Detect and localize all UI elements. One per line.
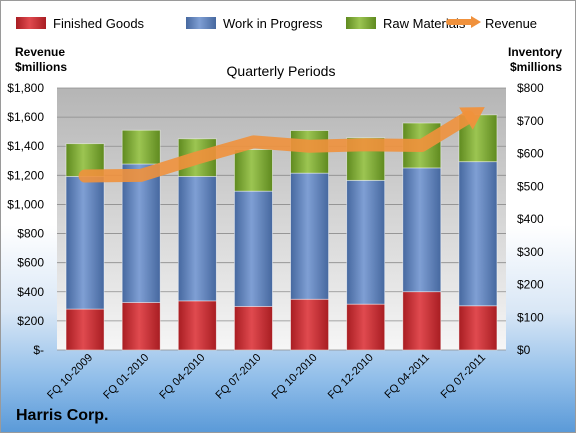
x-tick-label: FQ 10-2009 xyxy=(45,352,95,402)
x-tick-label: FQ 10-2010 xyxy=(270,352,320,402)
right-axis-title-line2: $millions xyxy=(510,60,562,74)
right-axis-tick-label: $300 xyxy=(517,245,544,259)
bar-work-in-progress xyxy=(290,172,329,300)
revenue-line xyxy=(78,110,476,183)
left-axis-tick-label: $1,200 xyxy=(7,168,44,182)
left-axis-tick-label: $800 xyxy=(17,227,44,241)
legend-label-raw-materials: Raw Materials xyxy=(383,16,466,31)
x-tick-label: FQ 04-2011 xyxy=(383,352,432,401)
left-axis-tick-label: $1,800 xyxy=(7,81,44,95)
legend-swatch-work-in-progress xyxy=(186,17,216,29)
company-name: Harris Corp. xyxy=(16,407,108,424)
bar-finished-goods xyxy=(234,306,273,351)
bar-finished-goods xyxy=(402,291,442,351)
legend-label-finished-goods: Finished Goods xyxy=(53,16,145,31)
category-axis-labels: FQ 10-2009 FQ 01-2010 FQ 04-2010 FQ 07-2010… xyxy=(45,352,488,402)
left-axis-ticks: $- $200 $400 $600 $800 $1,000 $1,200 $1,400 $1,6… xyxy=(7,81,44,357)
left-axis-tick-label: $400 xyxy=(17,285,44,299)
legend-swatch-finished-goods xyxy=(16,17,46,29)
bars xyxy=(65,114,498,351)
right-axis-tick-label: $0 xyxy=(517,343,531,357)
left-axis-tick-label: $600 xyxy=(17,256,44,270)
left-axis-title-line1: Revenue xyxy=(15,45,65,59)
chart-title: Quarterly Periods xyxy=(227,63,336,79)
x-tick-label: FQ 07-2010 xyxy=(214,352,264,402)
bar-work-in-progress xyxy=(458,161,498,307)
bar-work-in-progress xyxy=(346,179,386,305)
right-axis-tick-label: $200 xyxy=(517,278,544,292)
x-tick-label: FQ 01-2010 xyxy=(101,352,151,402)
right-axis-tick-label: $600 xyxy=(517,147,544,161)
left-axis-tick-label: $1,000 xyxy=(7,197,44,211)
legend-swatch-raw-materials xyxy=(346,17,376,29)
bar-finished-goods xyxy=(290,298,329,351)
left-axis-tick-label: $200 xyxy=(17,314,44,328)
bar-finished-goods xyxy=(177,300,217,351)
revenue-line-layer xyxy=(78,107,485,183)
bar-raw-materials xyxy=(234,149,273,192)
x-tick-label: FQ 12-2010 xyxy=(326,352,376,402)
right-axis-tick-label: $100 xyxy=(517,310,544,324)
bar-work-in-progress xyxy=(121,163,161,303)
legend-arrowhead-revenue xyxy=(471,16,481,28)
legend-label-work-in-progress: Work in Progress xyxy=(223,16,323,31)
bar-finished-goods xyxy=(458,305,498,351)
left-axis-title-line2: $millions xyxy=(15,60,67,74)
bar-finished-goods xyxy=(121,302,161,351)
right-axis-ticks: $0 $100 $200 $300 $400 $500 $600 $700 $800 xyxy=(517,81,544,357)
right-axis-tick-label: $800 xyxy=(517,81,544,95)
right-axis-tick-label: $700 xyxy=(517,114,544,128)
bar-work-in-progress xyxy=(65,176,105,310)
bar-work-in-progress xyxy=(234,190,273,307)
x-tick-label: FQ 07-2011 xyxy=(439,352,488,401)
bar-work-in-progress xyxy=(177,176,217,302)
bar-raw-materials xyxy=(121,129,161,165)
bar-finished-goods xyxy=(346,303,386,351)
bar-finished-goods xyxy=(65,308,105,351)
bar-work-in-progress xyxy=(402,167,442,293)
right-axis-tick-label: $400 xyxy=(517,212,544,226)
right-axis-tick-label: $500 xyxy=(517,179,544,193)
left-axis-tick-label: $1,600 xyxy=(7,110,44,124)
right-axis-title-line1: Inventory xyxy=(508,45,562,59)
legend-label-revenue: Revenue xyxy=(485,16,537,31)
revenue-arrowhead xyxy=(459,107,485,130)
x-tick-label: FQ 04-2010 xyxy=(157,352,207,402)
legend: Finished Goods Work in Progress Raw Mate… xyxy=(16,16,537,31)
left-axis-tick-label: $- xyxy=(33,343,44,357)
left-axis-tick-label: $1,400 xyxy=(7,139,44,153)
